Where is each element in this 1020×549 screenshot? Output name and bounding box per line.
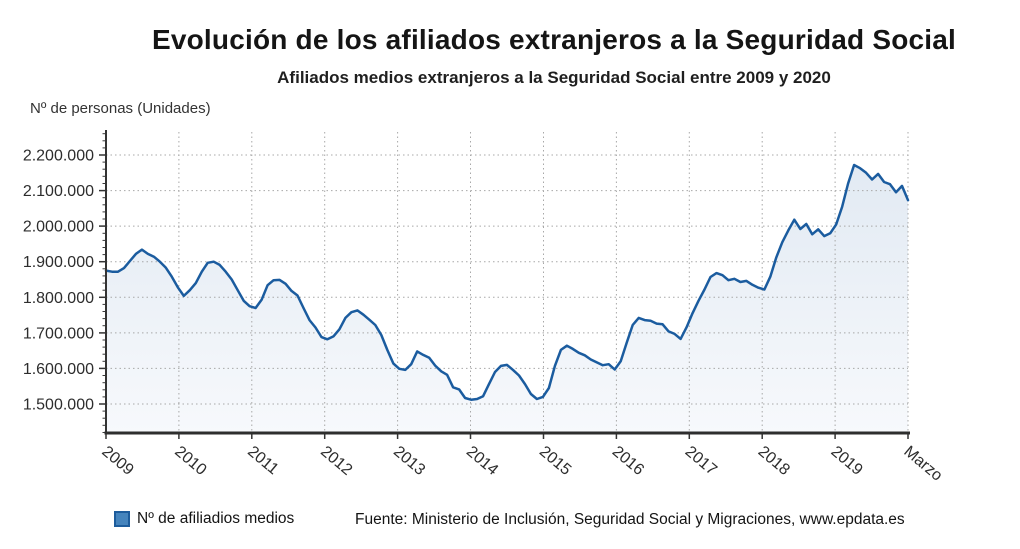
y-axis-label: 1.600.000 <box>23 361 94 378</box>
x-axis-label: 2017 <box>682 443 720 479</box>
x-axis-label: 2009 <box>98 443 136 479</box>
y-axis-unit-label: Nº de personas (Unidades) <box>30 100 211 117</box>
x-axis-label: 2016 <box>609 443 647 479</box>
x-axis-label: 2013 <box>390 443 428 479</box>
x-axis-label: 2010 <box>171 443 209 479</box>
x-axis-label: 2015 <box>536 443 574 479</box>
x-axis-label: 2018 <box>755 443 793 479</box>
legend-swatch-icon <box>114 511 130 527</box>
x-axis-label: 2019 <box>828 443 866 479</box>
data-line <box>104 163 910 401</box>
y-axis-label: 2.200.000 <box>23 148 94 165</box>
y-axis-label: 1.900.000 <box>23 254 94 271</box>
source-text: Fuente: Ministerio de Inclusión, Segurid… <box>355 511 905 528</box>
page-title: Evolución de los afiliados extranjeros a… <box>151 24 957 55</box>
y-axis-label: 2.000.000 <box>23 219 94 236</box>
x-axis-label: Marzo <box>900 443 945 485</box>
x-axis-label: 2011 <box>244 443 281 478</box>
legend-label: Nº de afiliadios medios <box>137 510 295 527</box>
y-axis-label: 1.700.000 <box>23 325 94 342</box>
area-fill <box>106 165 908 433</box>
x-axis-label: 2014 <box>463 443 501 479</box>
y-axis-label: 1.500.000 <box>23 397 94 414</box>
legend-item[interactable]: Nº de afiliadios medios <box>114 510 294 528</box>
y-axis-label: 2.100.000 <box>23 183 94 200</box>
x-axis-label: 2012 <box>317 443 355 479</box>
chart-subtitle: Afiliados medios extranjeros a la Seguri… <box>277 68 831 87</box>
y-axis-label: 1.800.000 <box>23 290 94 307</box>
